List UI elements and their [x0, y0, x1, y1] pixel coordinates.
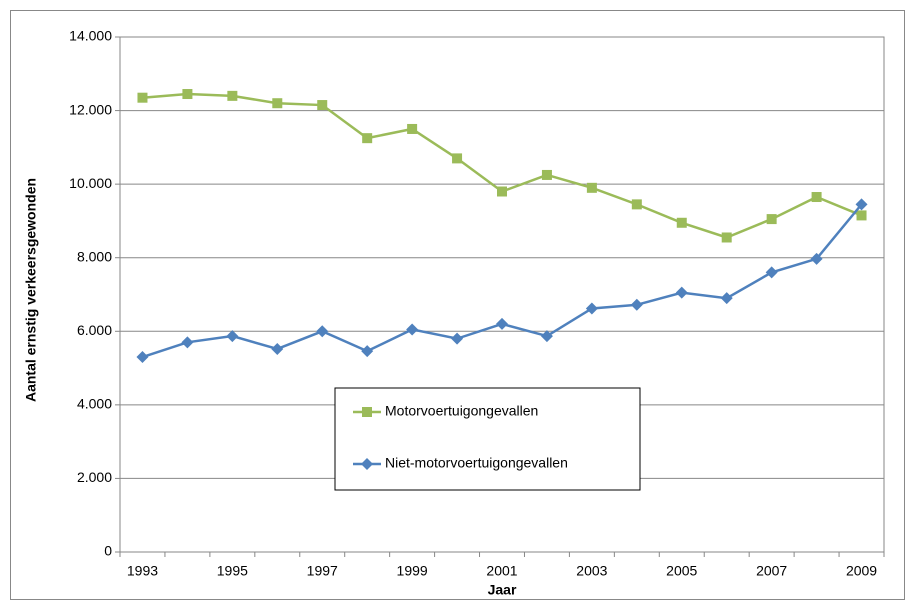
marker: [182, 89, 193, 100]
plot-border: [119, 36, 885, 553]
y-tick-label: 0: [104, 543, 112, 559]
marker: [631, 199, 642, 210]
marker: [675, 286, 688, 299]
marker: [451, 332, 464, 345]
marker: [181, 336, 194, 349]
marker: [630, 298, 643, 311]
legend-label: Niet-motorvoertuigongevallen: [385, 455, 568, 471]
chart-frame: [10, 10, 905, 600]
marker: [361, 345, 374, 358]
x-axis-title: Jaar: [488, 582, 517, 598]
x-tick-label: 2003: [576, 563, 607, 579]
x-tick-label: 2007: [756, 563, 787, 579]
y-tick-label: 2.000: [77, 469, 112, 485]
y-tick-label: 8.000: [77, 248, 112, 264]
y-tick-label: 4.000: [77, 396, 112, 412]
marker: [720, 292, 733, 305]
marker: [137, 92, 148, 103]
marker: [362, 407, 372, 417]
legend-box: [334, 387, 641, 491]
marker: [586, 182, 597, 193]
marker: [721, 232, 732, 243]
y-tick-label: 14.000: [69, 28, 112, 44]
marker: [362, 133, 373, 144]
marker: [407, 123, 418, 134]
x-tick-label: 2001: [486, 563, 517, 579]
marker: [361, 458, 373, 470]
marker: [227, 90, 238, 101]
y-axis-title: Aantal ernstig verkeersgewonden: [23, 178, 39, 402]
x-tick-label: 2009: [846, 563, 877, 579]
x-tick-label: 2005: [666, 563, 697, 579]
marker: [316, 325, 329, 338]
marker: [136, 351, 149, 364]
marker: [585, 302, 598, 315]
marker: [810, 252, 823, 265]
marker: [540, 330, 553, 343]
marker: [317, 100, 328, 111]
y-tick-label: 6.000: [77, 322, 112, 338]
marker: [811, 192, 822, 203]
marker: [226, 330, 239, 343]
marker: [496, 317, 508, 330]
x-tick-label: 1999: [397, 563, 428, 579]
y-tick-label: 10.000: [69, 175, 112, 191]
marker: [497, 186, 507, 197]
marker: [855, 198, 868, 211]
marker: [272, 98, 283, 109]
x-tick-label: 1993: [127, 563, 158, 579]
legend-label: Motorvoertuigongevallen: [385, 403, 538, 419]
marker: [766, 214, 777, 225]
y-tick-label: 12.000: [69, 101, 112, 117]
marker: [765, 266, 778, 279]
marker: [541, 169, 552, 180]
marker: [452, 153, 463, 164]
marker: [271, 342, 284, 355]
x-tick-label: 1997: [307, 563, 338, 579]
marker: [406, 323, 419, 336]
x-tick-label: 1995: [217, 563, 248, 579]
marker: [676, 217, 687, 228]
marker: [856, 210, 867, 221]
